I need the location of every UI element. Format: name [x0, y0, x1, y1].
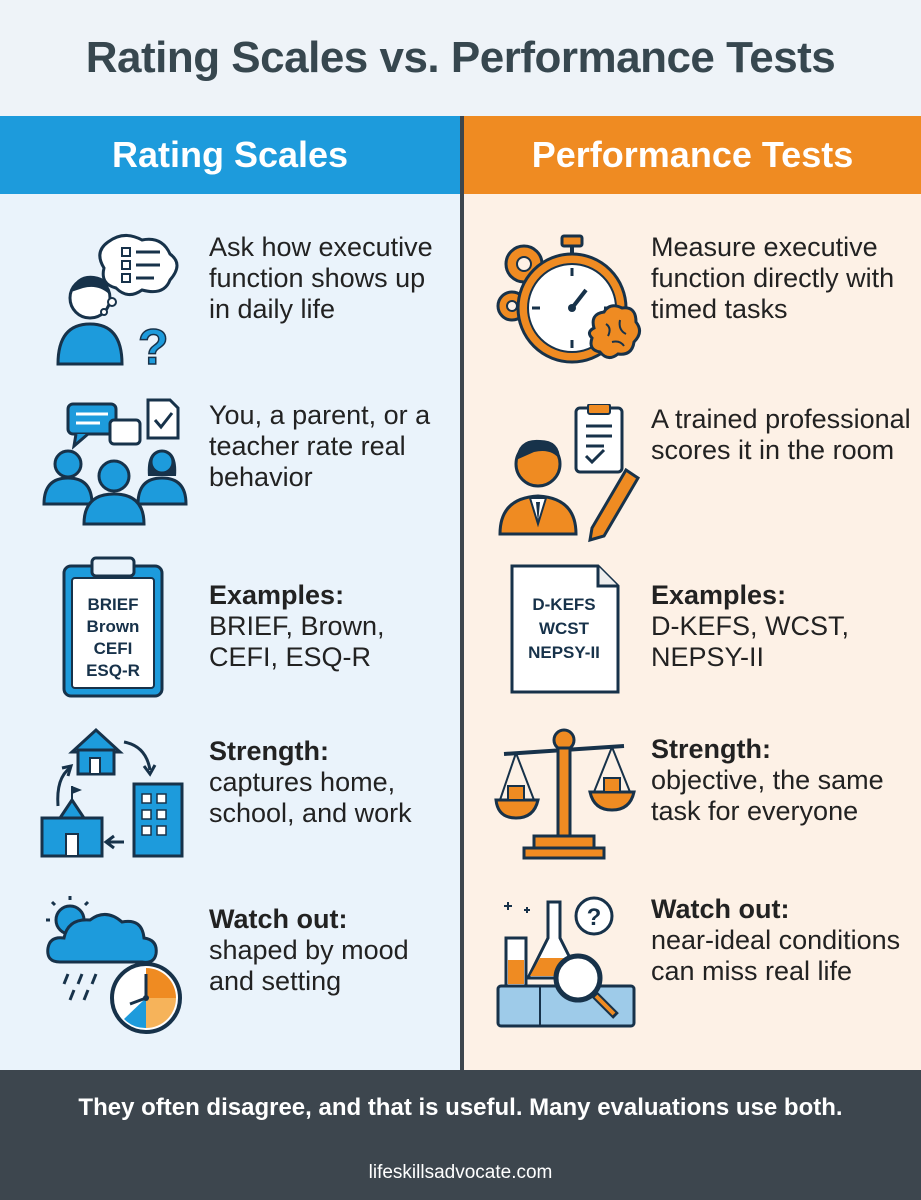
clipboard-line-3: CEFI — [94, 639, 133, 658]
rating-row-strength: Strength: captures home, school, and wor… — [0, 724, 460, 874]
clipboard-line-2: Brown — [87, 617, 140, 636]
footer: They often disagree, and that is useful.… — [0, 1070, 921, 1200]
lab-magnifier-icon: ? — [494, 894, 644, 1044]
clipboard-line-4: ESQ-R — [86, 661, 140, 680]
rating-row-watchout: Watch out: shaped by mood and setting — [0, 892, 460, 1042]
performance-examples-label: Examples: — [651, 580, 787, 610]
footer-url: lifeskillsadvocate.com — [368, 1162, 553, 1183]
rating-daily-life-text: Ask how executive function shows up in d… — [209, 232, 433, 324]
performance-row-timed-tasks: Measure executive function directly with… — [464, 232, 921, 382]
page-title: Rating Scales vs. Performance Tests — [85, 33, 836, 82]
stopwatch-brain-icon — [494, 232, 644, 382]
rating-scales-heading: Rating Scales — [0, 116, 460, 194]
rating-row-daily-life: ? Ask how executive function shows up in… — [0, 232, 460, 382]
rating-watchout-label: Watch out: — [209, 904, 348, 934]
svg-text:?: ? — [138, 319, 169, 375]
home-school-work-cycle-icon — [38, 724, 188, 874]
performance-professional-text: A trained professional scores it in the … — [651, 404, 911, 465]
weather-clock-icon — [38, 892, 188, 1042]
rating-row-examples: BRIEF Brown CEFI ESQ-R Examples: BRIEF, … — [0, 556, 460, 706]
svg-text:?: ? — [587, 904, 602, 931]
performance-row-strength: Strength: objective, the same task for e… — [464, 726, 921, 876]
document-line-1: D-KEFS — [532, 595, 595, 614]
rating-strength-label: Strength: — [209, 736, 329, 766]
title-bar: Rating Scales vs. Performance Tests — [0, 0, 921, 116]
rating-row-raters: You, a parent, or a teacher rate real be… — [0, 398, 460, 548]
clipboard-icon: BRIEF Brown CEFI ESQ-R — [38, 556, 188, 706]
performance-tests-heading: Performance Tests — [464, 116, 921, 194]
document-line-3: NEPSY-II — [528, 643, 600, 662]
performance-strength-label: Strength: — [651, 734, 771, 764]
footer-message: They often disagree, and that is useful.… — [78, 1094, 843, 1121]
performance-tests-column: Performance Tests Measure executive func… — [464, 116, 921, 1070]
performance-row-professional: A trained professional scores it in the … — [464, 404, 921, 554]
performance-timed-text: Measure executive function directly with… — [651, 232, 895, 324]
performance-watchout-text: Watch out: near-ideal conditions can mis… — [651, 894, 911, 987]
professional-clipboard-icon — [494, 404, 644, 554]
rating-strength-value: captures home, school, and work — [209, 767, 412, 828]
performance-watchout-value: near-ideal conditions can miss real life — [651, 925, 901, 986]
clipboard-line-1: BRIEF — [88, 595, 139, 614]
rating-examples-text: Examples: BRIEF, Brown, CEFI, ESQ-R — [209, 580, 449, 673]
rating-watchout-value: shaped by mood and setting — [209, 935, 409, 996]
balance-scale-icon — [494, 726, 644, 876]
performance-watchout-label: Watch out: — [651, 894, 790, 924]
performance-strength-value: objective, the same task for everyone — [651, 765, 884, 826]
rating-watchout-text: Watch out: shaped by mood and setting — [209, 904, 449, 997]
rating-examples-list: BRIEF, Brown, CEFI, ESQ-R — [209, 611, 385, 672]
performance-row-watchout: ? Watch out: near-ideal conditions can m… — [464, 894, 921, 1044]
rating-strength-text: Strength: captures home, school, and wor… — [209, 736, 449, 829]
performance-examples-list: D-KEFS, WCST, NEPSY-II — [651, 611, 850, 672]
column-divider — [460, 116, 464, 1070]
performance-examples-text: Examples: D-KEFS, WCST, NEPSY-II — [651, 580, 911, 673]
rating-raters-text: You, a parent, or a teacher rate real be… — [209, 400, 431, 492]
performance-row-examples: D-KEFS WCST NEPSY-II Examples: D-KEFS, W… — [464, 564, 921, 714]
rating-scales-column: Rating Scales ? Ask how executive functi… — [0, 116, 460, 1070]
document-line-2: WCST — [539, 619, 590, 638]
document-icon: D-KEFS WCST NEPSY-II — [494, 564, 644, 714]
parent-teacher-group-icon — [38, 398, 188, 548]
rating-examples-label: Examples: — [209, 580, 345, 610]
performance-strength-text: Strength: objective, the same task for e… — [651, 734, 911, 827]
person-thinking-checklist-icon: ? — [38, 232, 188, 382]
